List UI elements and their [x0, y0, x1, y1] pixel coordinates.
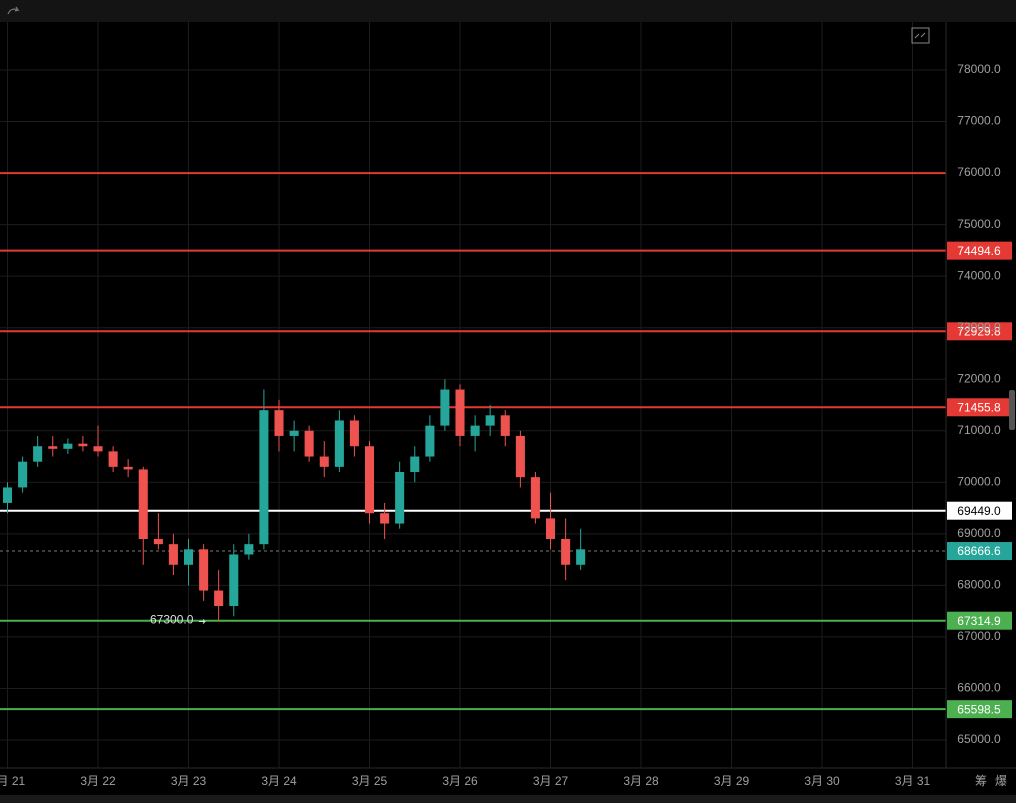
- candle-body: [576, 549, 586, 565]
- candle-body: [93, 446, 103, 452]
- candle-body: [319, 456, 329, 467]
- candle-body: [259, 410, 269, 545]
- candle-body: [199, 549, 209, 591]
- candle-body: [470, 425, 480, 436]
- price-tag: [947, 398, 1012, 417]
- toolbar-item[interactable]: 爆: [995, 774, 1007, 788]
- x-tick-label: 3月 23: [171, 774, 207, 788]
- bottom-bar: [0, 795, 1016, 803]
- candle-body: [545, 518, 556, 540]
- candle-body: [440, 389, 450, 426]
- y-tick-label: 70000.0: [957, 474, 1001, 488]
- price-tag: [947, 700, 1012, 719]
- y-tick-label: 67000.0: [957, 629, 1001, 643]
- toolbar-item[interactable]: 筹: [975, 774, 987, 788]
- y-tick-label: 66000.0: [957, 681, 1001, 695]
- candle-body: [425, 425, 435, 457]
- price-tag-label: 67314.9: [957, 614, 1001, 628]
- candle-body: [455, 389, 465, 436]
- y-tick-label: 76000.0: [957, 165, 1001, 179]
- y-tick-label: 75000.0: [957, 217, 1001, 231]
- candle-body: [349, 420, 359, 447]
- y-tick-label: 77000.0: [957, 114, 1001, 128]
- candle-body: [289, 430, 299, 436]
- y-tick-label: 73000.0: [957, 320, 1001, 334]
- candle-body: [108, 451, 118, 467]
- candle-body: [214, 590, 224, 607]
- top-toolbar: [0, 0, 1016, 22]
- fullscreen-arrows: [914, 32, 926, 39]
- redo-icon[interactable]: [7, 6, 20, 15]
- candle-body: [244, 544, 254, 555]
- candle-body: [2, 487, 13, 503]
- price-tag: [947, 501, 1012, 520]
- price-tag-label: 74494.6: [957, 244, 1001, 258]
- fullscreen-icon[interactable]: [911, 27, 930, 44]
- candle-body: [410, 456, 420, 473]
- candles: 67300.0: [2, 379, 586, 627]
- levels: 74494.6 72929.8 71455.8 69449.0 67314.9 65598…: [0, 172, 1012, 719]
- candle-body: [138, 469, 148, 540]
- x-tick-label: 3月 27: [533, 774, 569, 788]
- y-tick-label: 78000.0: [957, 62, 1001, 76]
- x-tick-label: 3月 29: [714, 774, 750, 788]
- last-price-label: 68666.6: [957, 544, 1001, 558]
- candle-body: [48, 446, 58, 449]
- price-tag-label: 65598.5: [957, 702, 1001, 716]
- x-tick-label: 3月 30: [804, 774, 840, 788]
- annotation-arrow: [199, 619, 206, 624]
- candle-body: [395, 472, 405, 524]
- candle-body: [33, 446, 43, 462]
- candle-body: [500, 415, 510, 436]
- candle-body: [304, 430, 314, 457]
- candle-body: [78, 443, 88, 447]
- candle-body: [380, 513, 390, 524]
- candle-body: [334, 420, 344, 467]
- y-tick-label: 72000.0: [957, 371, 1001, 385]
- price-tag: [947, 611, 1012, 630]
- candle-body: [229, 554, 239, 607]
- y-tick-label: 69000.0: [957, 526, 1001, 540]
- candle-body: [153, 539, 163, 545]
- x-tick-label: 3月 25: [352, 774, 388, 788]
- price-tag: [947, 322, 1012, 341]
- x-tick-label: 3月 24: [261, 774, 297, 788]
- candle-body: [561, 539, 571, 565]
- candle-body: [485, 415, 495, 426]
- candle-body: [183, 549, 194, 565]
- x-tick-label: 3月 22: [80, 774, 116, 788]
- candle-body: [168, 544, 178, 565]
- candle-body: [274, 410, 284, 436]
- x-tick-label: 3月 28: [623, 774, 659, 788]
- annotation: 67300.0: [150, 613, 194, 627]
- candle-body: [63, 443, 73, 449]
- price-tag-label: 69449.0: [957, 504, 1001, 518]
- candle-body: [18, 461, 28, 488]
- scroll-handle[interactable]: [1009, 390, 1015, 430]
- price-tag-label: 71455.8: [957, 400, 1001, 414]
- x-tick-label: 3月 31: [895, 774, 931, 788]
- candle-body: [515, 435, 525, 478]
- y-tick-label: 74000.0: [957, 268, 1001, 282]
- x-tick-label: 3月 26: [442, 774, 478, 788]
- candle-body: [364, 446, 375, 514]
- last-price-tag: [947, 542, 1012, 561]
- y-tick-label: 71000.0: [957, 423, 1001, 437]
- y-tick-label: 65000.0: [957, 732, 1001, 746]
- price-tag: [947, 241, 1012, 260]
- axes: 65000.0 66000.0 67000.0 68000.0 69000.0 70000…: [0, 62, 1001, 788]
- candle-body: [123, 466, 133, 470]
- y-tick-label: 68000.0: [957, 578, 1001, 592]
- price-tag-label: 72929.8: [957, 324, 1001, 338]
- x-tick-label: 3月 21: [0, 774, 26, 788]
- candle-body: [530, 477, 540, 519]
